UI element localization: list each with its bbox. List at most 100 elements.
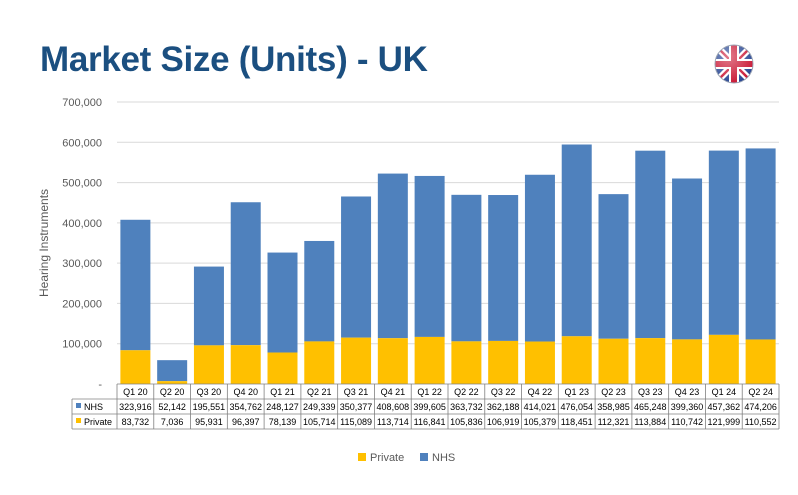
bar-nhs xyxy=(304,240,335,342)
bars xyxy=(120,144,776,384)
bar-private xyxy=(341,337,372,384)
bar-private xyxy=(672,339,703,384)
bar-private xyxy=(377,338,408,384)
bar-nhs xyxy=(745,148,776,340)
data-label: 113,884 xyxy=(634,417,666,427)
data-label: 106,919 xyxy=(487,417,520,427)
data-label: 116,841 xyxy=(414,417,446,427)
row-key-swatch xyxy=(76,403,81,408)
category-label: Q4 23 xyxy=(675,387,700,397)
legend-swatch xyxy=(358,453,366,461)
data-label: 457,362 xyxy=(708,402,741,412)
bar-private xyxy=(451,341,482,384)
bar-nhs xyxy=(451,194,482,342)
uk-flag-icon xyxy=(714,44,754,84)
bar-nhs xyxy=(377,173,408,339)
data-label: 96,397 xyxy=(232,417,260,427)
category-label: Q4 20 xyxy=(233,387,258,397)
data-label: 363,732 xyxy=(450,402,483,412)
data-label: 78,139 xyxy=(269,417,297,427)
y-axis-label: Hearing Instruments xyxy=(37,189,51,297)
data-label: 465,248 xyxy=(634,402,667,412)
bar-nhs xyxy=(341,196,372,338)
category-label: Q3 23 xyxy=(638,387,663,397)
bar-private xyxy=(414,336,445,384)
bar-nhs xyxy=(524,174,555,342)
data-label: 476,054 xyxy=(560,402,593,412)
category-label: Q1 23 xyxy=(564,387,589,397)
y-tick-label: 400,000 xyxy=(62,218,102,230)
y-tick-label: - xyxy=(98,379,102,391)
data-label: 118,451 xyxy=(561,417,593,427)
legend-label: NHS xyxy=(432,452,455,464)
y-tick-label: 500,000 xyxy=(62,178,102,190)
bar-private xyxy=(488,340,519,384)
category-label: Q2 24 xyxy=(748,387,773,397)
data-label: 121,999 xyxy=(708,417,741,427)
bar-private xyxy=(598,338,629,384)
row-key-swatch xyxy=(76,418,81,423)
data-label: 112,321 xyxy=(598,417,630,427)
data-label: 414,021 xyxy=(524,402,557,412)
data-label: 249,339 xyxy=(303,402,336,412)
bar-private xyxy=(708,334,739,384)
data-label: 474,206 xyxy=(744,402,777,412)
data-label: 248,127 xyxy=(266,402,299,412)
y-tick-label: 700,000 xyxy=(62,97,102,109)
bar-private xyxy=(561,336,592,384)
legend-label: Private xyxy=(370,452,404,464)
category-label: Q3 21 xyxy=(344,387,369,397)
bar-private xyxy=(304,341,335,384)
data-label: 323,916 xyxy=(119,402,152,412)
category-label: Q3 22 xyxy=(491,387,516,397)
data-label: 110,552 xyxy=(745,417,777,427)
data-label: 408,608 xyxy=(377,402,410,412)
y-axis-ticks: - 100,000 200,000 300,000 400,000 500,000 600,… xyxy=(62,97,102,391)
bar-private xyxy=(230,345,261,384)
data-label: 95,931 xyxy=(195,417,223,427)
category-label: Q4 22 xyxy=(528,387,553,397)
bar-nhs xyxy=(157,360,188,382)
bar-nhs xyxy=(414,175,445,337)
data-label: 105,836 xyxy=(450,417,483,427)
data-label: 52,142 xyxy=(158,402,186,412)
bar-nhs xyxy=(120,219,151,351)
bar-nhs xyxy=(708,150,739,335)
data-label: 110,742 xyxy=(671,417,703,427)
category-label: Q2 21 xyxy=(307,387,332,397)
data-label: 354,762 xyxy=(229,402,262,412)
data-label: 83,732 xyxy=(122,417,150,427)
y-tick-label: 100,000 xyxy=(62,339,102,351)
data-label: 105,379 xyxy=(524,417,557,427)
bar-nhs xyxy=(267,252,298,353)
bar-nhs xyxy=(193,266,224,346)
y-tick-label: 300,000 xyxy=(62,258,102,270)
data-label: 115,089 xyxy=(340,417,372,427)
data-label: 105,714 xyxy=(303,417,336,427)
bar-private xyxy=(157,381,188,384)
page-title: Market Size (Units) - UK xyxy=(40,40,428,79)
data-label: 350,377 xyxy=(340,402,373,412)
bar-nhs xyxy=(598,194,629,339)
category-label: Q3 20 xyxy=(197,387,222,397)
gridlines xyxy=(117,101,779,345)
data-label: 399,605 xyxy=(413,402,446,412)
bar-private xyxy=(120,350,151,384)
y-tick-label: 600,000 xyxy=(62,137,102,149)
category-label: Q2 23 xyxy=(601,387,626,397)
category-label: Q2 20 xyxy=(160,387,185,397)
data-label: 7,036 xyxy=(161,417,184,427)
bar-nhs xyxy=(672,178,703,340)
legend: Private NHS xyxy=(358,452,455,464)
category-label: Q4 21 xyxy=(381,387,406,397)
data-label: 399,360 xyxy=(671,402,704,412)
bar-private xyxy=(193,345,224,384)
category-label: Q2 22 xyxy=(454,387,479,397)
y-tick-label: 200,000 xyxy=(62,298,102,310)
legend-swatch xyxy=(420,453,428,461)
data-label: 195,551 xyxy=(193,402,226,412)
category-label: Q1 20 xyxy=(123,387,148,397)
bar-nhs xyxy=(488,195,519,341)
bar-private xyxy=(745,339,776,384)
